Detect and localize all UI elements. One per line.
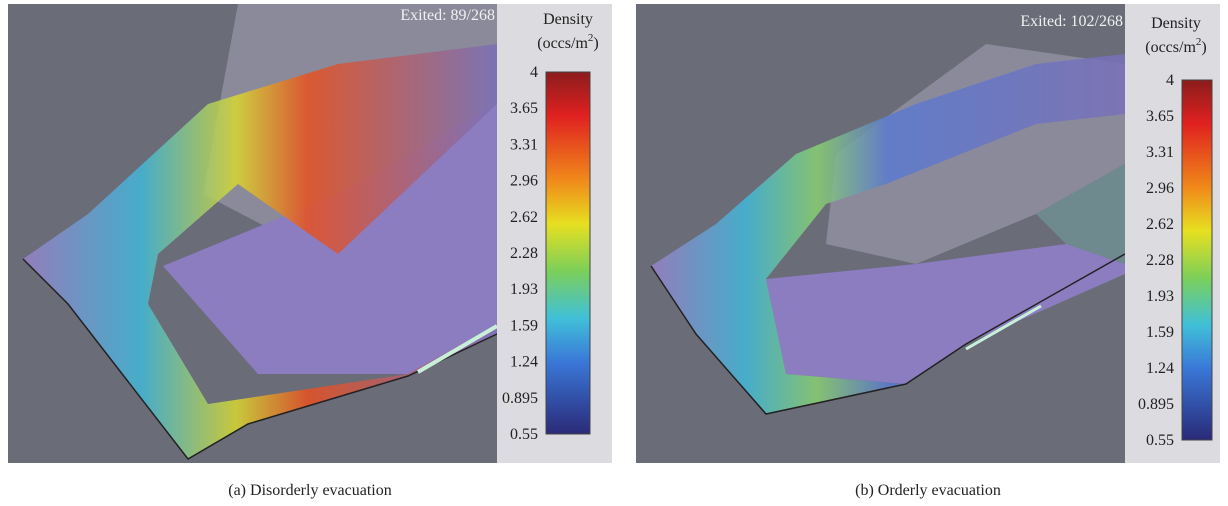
colorbar-tick-label: 1.24 [510, 354, 538, 371]
colorbar-tick-label: 1.59 [510, 317, 538, 334]
colorbar-tick-label: 3.31 [510, 136, 538, 153]
density-floor [651, 54, 1125, 414]
wall [650, 253, 1126, 415]
floor [766, 244, 1125, 384]
colorbar-tick-label: 3.31 [1146, 144, 1174, 161]
colorbar-tick-label: 1.93 [510, 281, 538, 298]
colorbar-tick-label: 0.895 [502, 390, 538, 407]
legend-unit: (occs/m2) [1145, 36, 1206, 56]
caption: (b) Orderly evacuation [855, 482, 1001, 499]
colorbar-tick-label: 3.65 [1146, 108, 1174, 125]
colorbar-tick-label: 2.28 [510, 245, 538, 262]
colorbar-tick-label: 2.28 [1146, 252, 1174, 269]
density-floor [23, 44, 497, 459]
exit [965, 304, 1042, 351]
exit [416, 324, 499, 374]
colorbar-tick-label: 0.55 [510, 426, 538, 443]
colorbar-tick-label: 2.62 [1146, 216, 1174, 233]
colorbar-tick-label: 3.65 [510, 100, 538, 117]
colorbar-tick-label: 0.55 [1146, 432, 1174, 449]
colorbar [545, 71, 591, 435]
colorbar-tick-label: 0.895 [1138, 396, 1174, 413]
colorbar-tick-label: 1.24 [1146, 360, 1174, 377]
colorbar-tick-label: 4 [530, 64, 538, 81]
colorbar-tick-label: 2.96 [510, 173, 538, 190]
legend-title: Density [1151, 15, 1201, 32]
colorbar-tick-label: 1.59 [1146, 324, 1174, 341]
colorbar-tick-label: 2.62 [510, 209, 538, 226]
simulation-panel: Exited: 102/268 Density (occs/m2) 4 3.65 3… [636, 4, 1220, 463]
colorbar-tick-label: 2.96 [1146, 180, 1174, 197]
colorbar-tick-label: 4 [1166, 72, 1174, 89]
floor [1036, 164, 1125, 264]
exited-counter: Exited: 102/268 [1020, 13, 1123, 30]
simulation-panel: Exited: 89/268 Density (occs/m2) 4 3.65 3.… [8, 4, 612, 463]
colorbar-tick-label: 1.93 [1146, 288, 1174, 305]
caption: (a) Disorderly evacuation [228, 482, 392, 499]
legend-title: Density [543, 11, 593, 28]
exited-counter: Exited: 89/268 [400, 7, 495, 24]
colorbar [1181, 79, 1213, 441]
legend-unit: (occs/m2) [537, 32, 598, 52]
